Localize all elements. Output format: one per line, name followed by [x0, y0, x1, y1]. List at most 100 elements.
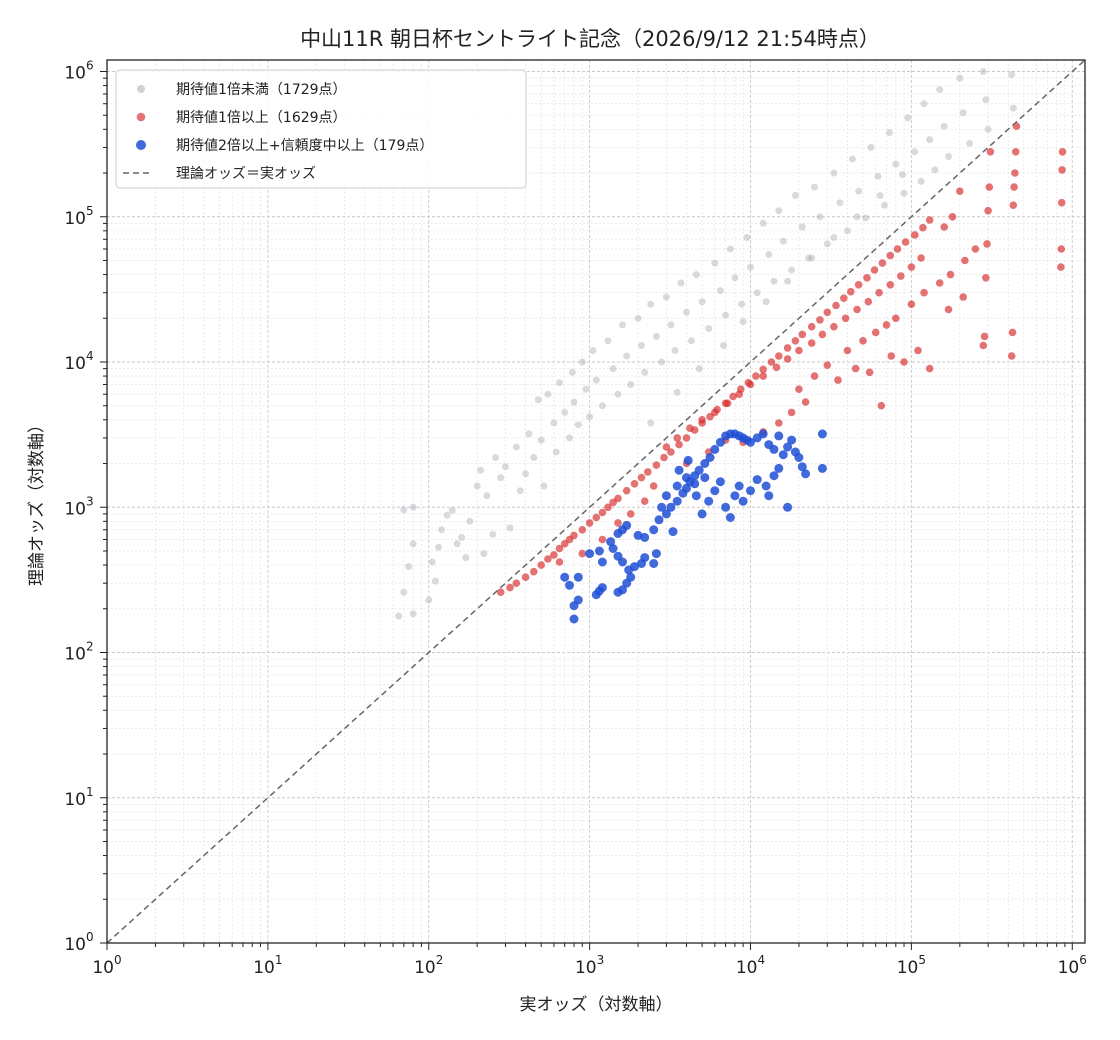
point-ev1-plus [887, 352, 896, 360]
x-axis-label: 実オッズ（対数軸） [520, 995, 673, 1015]
point-below-ev1 [443, 511, 451, 519]
point-ev2-confident [817, 463, 827, 473]
point-ev1-plus [984, 206, 992, 215]
point-ev1-plus [971, 245, 980, 253]
point-below-ev1 [956, 74, 964, 82]
point-ev1-plus [783, 344, 792, 352]
point-ev1-plus [877, 401, 886, 410]
point-below-ev1 [836, 199, 844, 207]
point-ev1-plus [863, 274, 871, 282]
point-below-ev1 [791, 192, 799, 199]
point-below-ev1 [438, 526, 445, 534]
point-ev2-confident [752, 475, 762, 485]
point-ev2-confident [783, 502, 793, 512]
point-below-ev1 [431, 577, 439, 585]
point-below-ev1 [931, 166, 939, 174]
point-ev2-confident [618, 585, 627, 595]
point-below-ev1 [589, 347, 597, 354]
series-2 [496, 122, 1067, 596]
point-ev2-confident [769, 471, 779, 481]
point-ev2-confident [661, 491, 671, 501]
point-ev2-confident [573, 595, 583, 605]
point-ev2-confident [746, 486, 755, 496]
point-ev1-plus [1007, 352, 1016, 360]
point-below-ev1 [775, 207, 783, 215]
point-ev1-plus [592, 513, 601, 522]
point-below-ev1 [435, 543, 442, 551]
point-ev1-plus [711, 408, 719, 417]
point-ev1-plus [637, 473, 646, 482]
point-ev1-plus [644, 468, 652, 476]
point-below-ev1 [627, 381, 635, 388]
point-ev1-plus [980, 332, 989, 341]
point-below-ev1 [695, 365, 703, 373]
point-ev2-confident [594, 546, 604, 556]
point-ev1-plus [1008, 328, 1017, 337]
point-ev1-plus [530, 567, 538, 576]
point-ev1-plus [986, 148, 995, 156]
point-ev1-plus [752, 372, 760, 380]
y-tick-label: 101 [64, 785, 93, 810]
point-ev2-confident [674, 465, 684, 475]
point-ev1-plus [871, 328, 880, 337]
point-below-ev1 [409, 540, 417, 548]
point-ev1-plus [570, 531, 578, 540]
x-tick-label: 106 [1058, 953, 1087, 978]
x-tick-label: 100 [92, 953, 121, 978]
point-below-ev1 [638, 342, 645, 349]
point-ev1-plus [604, 503, 612, 512]
point-below-ev1 [770, 277, 778, 285]
point-ev2-confident [630, 562, 639, 572]
point-ev1-plus [626, 510, 635, 518]
point-ev1-plus [979, 341, 988, 350]
point-below-ev1 [530, 454, 538, 461]
legend-marker-2 [136, 112, 146, 122]
point-ev2-confident [704, 496, 714, 506]
point-below-ev1 [592, 376, 600, 384]
point-ev2-confident [715, 437, 725, 447]
point-ev1-plus [810, 372, 819, 380]
point-ev2-confident [746, 437, 755, 447]
point-below-ev1 [586, 413, 594, 421]
point-ev1-plus [791, 337, 800, 345]
point-below-ev1 [739, 318, 747, 325]
point-below-ev1 [874, 172, 882, 180]
point-ev1-plus [783, 355, 792, 363]
y-axis-label: 理論オッズ（対数軸） [27, 416, 47, 586]
point-ev1-plus [686, 424, 694, 433]
point-below-ev1 [428, 558, 436, 566]
point-ev2-confident [801, 469, 811, 479]
point-below-ev1 [480, 550, 488, 558]
point-below-ev1 [892, 160, 900, 168]
point-ev1-plus [882, 321, 891, 329]
point-below-ev1 [716, 287, 724, 295]
point-below-ev1 [671, 347, 679, 354]
point-ev1-plus [801, 398, 810, 406]
point-ev2-confident [560, 572, 570, 582]
point-below-ev1 [561, 408, 569, 416]
point-below-ev1 [759, 219, 767, 227]
point-ev2-confident [787, 435, 797, 445]
point-ev1-plus [787, 408, 796, 417]
point-below-ev1 [683, 308, 690, 316]
point-ev1-plus [640, 497, 649, 506]
point-below-ev1 [400, 506, 408, 514]
point-ev1-plus [578, 526, 587, 534]
grid [106, 60, 1085, 944]
point-below-ev1 [862, 214, 870, 222]
point-below-ev1 [544, 390, 552, 398]
point-ev1-plus [893, 245, 902, 253]
point-below-ev1 [816, 213, 824, 221]
point-ev1-plus [1057, 245, 1066, 253]
point-below-ev1 [658, 358, 666, 366]
point-ev1-plus [807, 339, 816, 347]
y-tick-label: 100 [64, 930, 93, 955]
point-below-ev1 [904, 114, 912, 122]
point-below-ev1 [477, 466, 485, 474]
point-below-ev1 [647, 300, 655, 308]
point-below-ev1 [784, 277, 792, 285]
point-ev1-plus [682, 434, 691, 442]
point-below-ev1 [966, 139, 974, 147]
point-ev2-confident [597, 583, 607, 593]
